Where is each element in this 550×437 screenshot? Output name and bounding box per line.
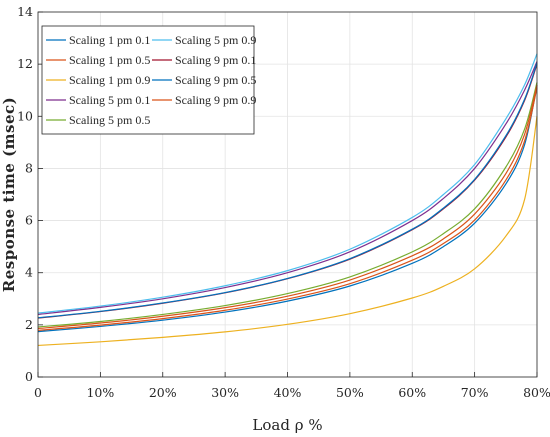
x-tick-label: 30% bbox=[211, 385, 239, 400]
series-layer bbox=[37, 53, 538, 347]
x-tick-label: 10% bbox=[86, 385, 114, 400]
x-tick-label: 20% bbox=[149, 385, 177, 400]
legend-entry: Scaling 9 pm 0.9 bbox=[175, 93, 256, 107]
y-tick-label: 6 bbox=[25, 213, 33, 228]
x-axis-label: Load ρ % bbox=[252, 416, 322, 434]
y-tick-label: 4 bbox=[25, 265, 33, 280]
x-tick-label: 70% bbox=[461, 385, 489, 400]
series-line-6 bbox=[37, 53, 538, 314]
y-axis-ticks: 0 2 4 6 8 10 12 14 bbox=[17, 4, 43, 384]
y-tick-label: 14 bbox=[17, 4, 33, 19]
y-tick-label: 2 bbox=[25, 317, 33, 332]
legend-entry: Scaling 1 pm 0.1 bbox=[69, 33, 150, 47]
series-line-1 bbox=[37, 84, 538, 333]
legend: Scaling 1 pm 0.1 Scaling 1 pm 0.5 Scaling … bbox=[41, 25, 256, 135]
series-line-2 bbox=[37, 87, 538, 331]
y-tick-label: 8 bbox=[25, 160, 33, 175]
series-line-3 bbox=[37, 116, 538, 347]
x-tick-label: 80% bbox=[523, 385, 550, 400]
legend-entry: Scaling 1 pm 0.5 bbox=[69, 53, 150, 67]
series-line-4 bbox=[37, 61, 538, 316]
x-tick-label: 0 bbox=[34, 385, 42, 400]
legend-entry: Scaling 1 pm 0.9 bbox=[69, 73, 150, 87]
x-tick-label: 50% bbox=[336, 385, 364, 400]
legend-entry: Scaling 5 pm 0.9 bbox=[175, 33, 256, 47]
series-line-8 bbox=[37, 62, 538, 319]
legend-entry: Scaling 9 pm 0.1 bbox=[175, 53, 256, 67]
x-tick-label: 60% bbox=[398, 385, 426, 400]
legend-entry: Scaling 5 pm 0.1 bbox=[69, 93, 150, 107]
legend-box bbox=[41, 25, 255, 135]
y-axis-label: Response time (msec) bbox=[0, 97, 18, 293]
legend-entry: Scaling 5 pm 0.5 bbox=[69, 113, 150, 127]
series-line-5 bbox=[37, 82, 538, 328]
x-tick-label: 40% bbox=[274, 385, 302, 400]
legend-entry: Scaling 9 pm 0.5 bbox=[175, 73, 256, 87]
y-tick-label: 12 bbox=[17, 56, 33, 71]
y-tick-label: 10 bbox=[17, 108, 33, 123]
x-axis-ticks: 0 10% 20% 30% 40% 50% 60% 70% 80% bbox=[34, 372, 550, 400]
y-tick-label: 0 bbox=[25, 369, 33, 384]
series-line-9 bbox=[37, 84, 538, 330]
